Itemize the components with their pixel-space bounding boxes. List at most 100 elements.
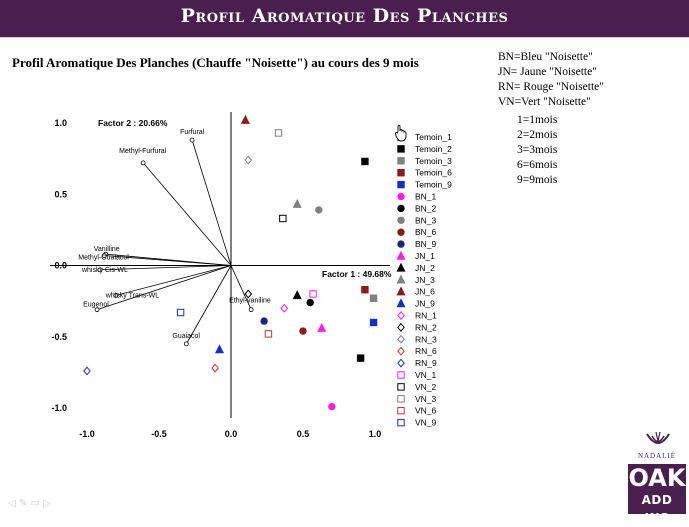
- loading-vector: [115, 265, 232, 296]
- loading-vector: [104, 255, 232, 266]
- legend-label: JN_2: [415, 263, 435, 273]
- logo-line-oak: OAK: [628, 464, 686, 492]
- data-point: [214, 344, 224, 354]
- legend-marker: [396, 274, 406, 284]
- x-tick-label: -1.0: [79, 429, 95, 439]
- color-key-item: JN= Jaune "Noisette": [498, 66, 597, 78]
- month-key-item: 9=9mois: [517, 174, 558, 186]
- color-key-item: BN=Bleu "Noisette": [498, 51, 593, 63]
- legend-marker: [397, 334, 405, 344]
- loading-vector: [99, 265, 232, 271]
- vector-label: Vanilline: [94, 246, 120, 253]
- legend-marker: [397, 395, 405, 403]
- data-point: [240, 114, 250, 124]
- pen-icon[interactable]: ✎: [18, 498, 28, 509]
- data-point: [292, 290, 302, 300]
- color-key-item: RN= Rouge "Noisette": [498, 81, 604, 93]
- legend-label: Temoin_6: [415, 168, 452, 178]
- month-key-item: 3=3mois: [517, 144, 558, 156]
- legend-marker: [397, 228, 405, 236]
- legend-label: Temoin_1: [415, 132, 452, 142]
- legend-label: VN_2: [415, 382, 437, 392]
- legend-marker: [397, 157, 405, 165]
- legend-label: Temoin_9: [415, 180, 452, 190]
- loading-vector: [96, 265, 232, 311]
- legend-label: BN_3: [415, 215, 437, 225]
- biplot-chart: -1.0 -0.5 0.0 0.5 1.0 1.0 0.5 0.0 -0.5 -1.0 Factor…: [50, 112, 452, 439]
- nadalie-brand: NADALIÉ: [637, 452, 677, 460]
- data-point: [274, 129, 283, 137]
- prev-slide-icon[interactable]: ◁: [8, 498, 16, 509]
- vector-endpoint: [248, 307, 254, 313]
- vector-endpoint: [183, 341, 189, 347]
- data-point: [292, 198, 302, 208]
- legend-label: JN_3: [415, 275, 435, 285]
- legend-label: JN_1: [415, 251, 435, 261]
- slide-nav-icons[interactable]: ◁ ✎ ▭ ▷: [8, 498, 51, 509]
- vector-endpoint: [113, 293, 119, 298]
- month-key-item: 6=6mois: [517, 159, 558, 171]
- hand-cursor-icon: [395, 124, 407, 142]
- legend-label: Temoin_3: [415, 156, 452, 166]
- legend-label: RN_3: [415, 334, 437, 344]
- vector-label: Ethyl-vaniline: [229, 298, 271, 305]
- vector-label: Guaiacol: [172, 333, 200, 340]
- legend-label: VN_1: [415, 370, 437, 380]
- banner-title: Profil Aromatique Des Planches: [180, 5, 509, 27]
- month-key-item: 2=2mois: [517, 129, 558, 141]
- legend-label: VN_6: [415, 406, 437, 416]
- data-point: [361, 286, 369, 294]
- data-point: [356, 354, 365, 362]
- legend-label: RN_6: [415, 346, 437, 356]
- vector-label: whisky Cis-WL: [81, 267, 128, 274]
- data-point: [309, 290, 317, 298]
- legend-label: BN_9: [415, 239, 437, 249]
- data-point: [260, 317, 268, 325]
- data-point: [176, 308, 185, 317]
- title-banner: Profil Aromatique Des Planches: [0, 0, 689, 38]
- y-tick-label: -1.0: [51, 403, 67, 413]
- loading-vector: [191, 139, 232, 266]
- data-point: [211, 363, 220, 373]
- vector-label: Eugenol: [83, 302, 109, 309]
- data-point: [315, 206, 323, 214]
- legend-marker: [397, 358, 405, 368]
- legend-marker: [397, 322, 405, 332]
- legend-label: BN_1: [415, 192, 437, 202]
- data-point: [299, 327, 307, 335]
- legend-label: RN_1: [415, 311, 437, 321]
- legend-label: VN_9: [415, 418, 437, 428]
- slides-icon[interactable]: ▭: [30, 498, 40, 509]
- vector-endpoint: [97, 267, 103, 273]
- data-point: [306, 298, 314, 307]
- vector-endpoint: [189, 137, 195, 143]
- vector-endpoint: [101, 253, 107, 258]
- legend-marker: [397, 240, 405, 248]
- legend-marker: [397, 204, 405, 213]
- next-slide-icon[interactable]: ▷: [43, 498, 51, 509]
- data-point: [279, 214, 287, 223]
- legend-marker: [397, 418, 405, 427]
- y-tick-label: 0.0: [54, 261, 67, 271]
- color-key: BN=Bleu "Noisette" JN= Jaune "Noisette" …: [498, 50, 604, 110]
- legend-marker: [397, 216, 405, 225]
- data-point: [244, 289, 253, 299]
- legend-marker: [397, 311, 405, 320]
- legend-marker: [396, 262, 406, 272]
- nadalie-emblem-icon: [646, 431, 670, 444]
- legend-marker: [397, 383, 405, 391]
- legend-label: JN_9: [415, 299, 435, 309]
- legend-marker: [397, 145, 405, 153]
- data-point: [369, 318, 378, 327]
- data-point: [264, 330, 273, 338]
- y-tick-label: -0.5: [51, 332, 67, 342]
- legend-marker: [396, 250, 406, 260]
- legend-marker: [397, 192, 405, 201]
- x-axis-label: Factor 1 : 49.68%: [322, 269, 392, 279]
- legend-label: BN_2: [415, 203, 437, 213]
- month-key-item: 1=1mois: [517, 114, 558, 126]
- loading-vector: [230, 265, 252, 310]
- data-point: [83, 366, 91, 376]
- loading-vector: [186, 265, 232, 345]
- legend-marker: [396, 286, 406, 296]
